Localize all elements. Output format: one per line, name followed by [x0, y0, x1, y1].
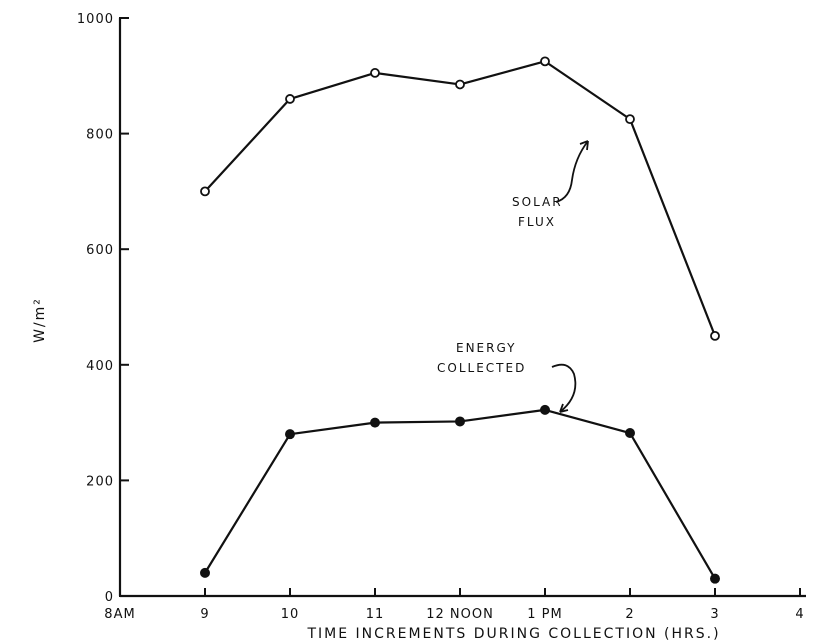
y-tick-label: 600 [86, 243, 114, 258]
energy-collected-arrowhead [559, 403, 569, 413]
energy-collected-point [285, 429, 295, 440]
energy-collected-annotation-line-2: COLLECTED [437, 361, 526, 375]
solar-flux-point [540, 56, 550, 67]
series-line-solar-flux [204, 60, 717, 337]
energy-collected-point [455, 416, 465, 427]
solar-flux-arrowhead [579, 140, 589, 151]
series-line-energy-collected [204, 408, 716, 580]
x-tick-label: 3 [710, 607, 719, 622]
y-tick-label: 400 [86, 359, 114, 374]
y-tick-label: 800 [86, 128, 114, 143]
annotations [551, 140, 589, 413]
y-axis-title: W/m² [32, 297, 48, 343]
solar-flux-point [285, 94, 295, 104]
energy-collected-point [540, 404, 550, 415]
energy-collected-annotation-line-1: ENERGY [456, 341, 517, 355]
solar-flux-point [455, 79, 465, 90]
x-tick-label: 4 [795, 607, 804, 622]
solar-flux-point [200, 186, 210, 197]
x-tick-label: 12 NOON [426, 607, 494, 622]
x-tick-label: 10 [281, 607, 300, 622]
axes [118, 18, 806, 598]
solar-flux-point [625, 114, 635, 125]
x-tick-label: 9 [200, 607, 209, 622]
x-tick-label: 8AM [104, 607, 135, 622]
solar-flux-point [370, 68, 380, 78]
solar-flux-annotation-line-2: FLUX [518, 215, 556, 229]
y-tick-label: 200 [86, 474, 114, 489]
solar-flux-leader [555, 140, 589, 203]
energy-collected-leader [551, 363, 577, 413]
x-tick-label: 1 PM [527, 607, 562, 622]
y-tick-label: 1000 [77, 12, 114, 27]
series-layer [200, 56, 720, 584]
x-tick-label: 11 [366, 607, 385, 622]
y-tick-label: 0 [105, 590, 114, 605]
energy-collected-point [200, 567, 210, 578]
ticks: 0 200 400 600 800 1000 8AM 9 10 11 12 NOON 1 PM 2 3 4 [77, 12, 804, 622]
energy-collected-point [370, 417, 380, 428]
x-axis-title: TIME INCREMENTS DURING COLLECTION (HRS.) [306, 626, 720, 642]
solar-flux-point [710, 330, 720, 341]
energy-collected-point [625, 428, 635, 439]
x-tick-label: 2 [625, 607, 634, 622]
solar-flux-annotation-line-1: SOLAR [512, 195, 563, 209]
energy-collected-point [710, 573, 720, 584]
